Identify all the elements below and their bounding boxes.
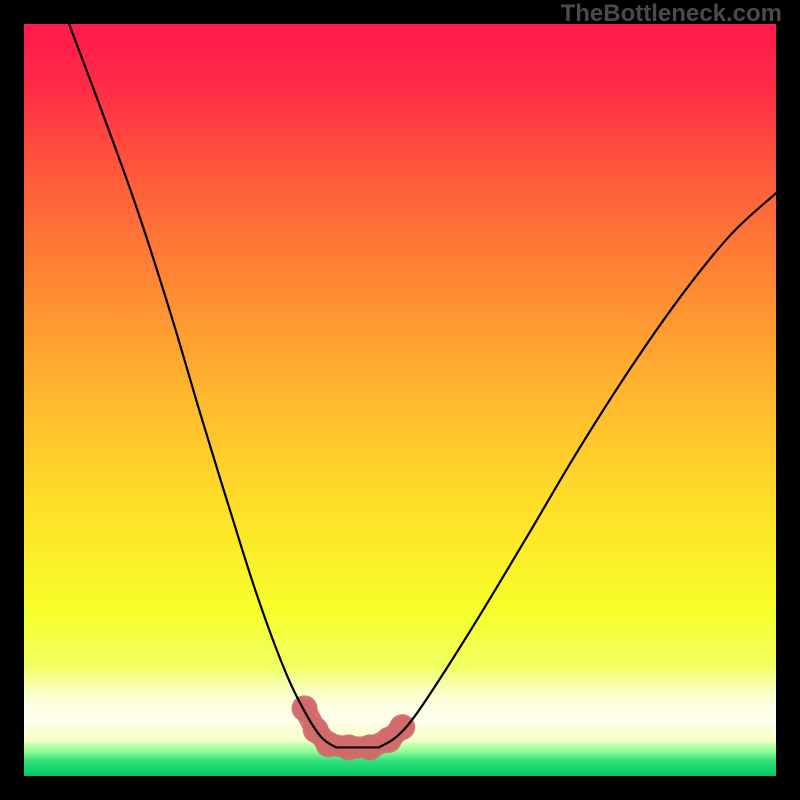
bottleneck-curve <box>69 24 776 747</box>
bottleneck-chart: TheBottleneck.com <box>0 0 800 800</box>
marker-dot <box>389 714 415 740</box>
marker-dots <box>292 695 416 760</box>
curve-layer <box>24 24 776 776</box>
watermark-text: TheBottleneck.com <box>561 0 782 28</box>
plot-area <box>24 24 776 776</box>
